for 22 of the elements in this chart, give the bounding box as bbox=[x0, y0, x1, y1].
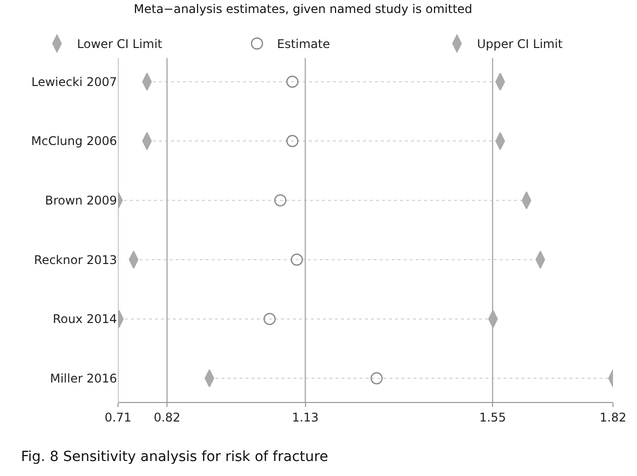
x-tick-label: 1.82 bbox=[600, 410, 626, 424]
x-tick-label: 1.55 bbox=[479, 410, 506, 424]
y-tick-label: Miller 2016 bbox=[50, 371, 117, 386]
legend-label: Estimate bbox=[277, 37, 330, 52]
legend-label: Upper CI Limit bbox=[477, 37, 563, 52]
y-tick-label: Brown 2009 bbox=[44, 194, 117, 208]
point bbox=[264, 312, 276, 326]
chart-title: Meta−analysis estimates, given named study is omitted bbox=[134, 2, 472, 16]
x-tick-label: 1.13 bbox=[292, 410, 319, 424]
point bbox=[286, 134, 298, 148]
point bbox=[274, 194, 286, 206]
legend-label: Lower CI Limit bbox=[77, 37, 163, 52]
x-tick-label: 0.82 bbox=[154, 410, 180, 424]
point bbox=[286, 76, 298, 88]
point bbox=[290, 254, 303, 266]
point bbox=[370, 372, 383, 384]
y-tick-label: Roux 2014 bbox=[52, 312, 117, 326]
y-tick-label: Lewiecki 2007 bbox=[31, 74, 117, 89]
caption: Fig. 8 Sensitivity analysis for risk of fracture bbox=[21, 449, 328, 465]
x-tick-label: 0.71 bbox=[104, 410, 132, 424]
y-tick-label: McClung 2006 bbox=[31, 134, 117, 148]
y-tick-label: Recknor 2013 bbox=[34, 252, 117, 267]
